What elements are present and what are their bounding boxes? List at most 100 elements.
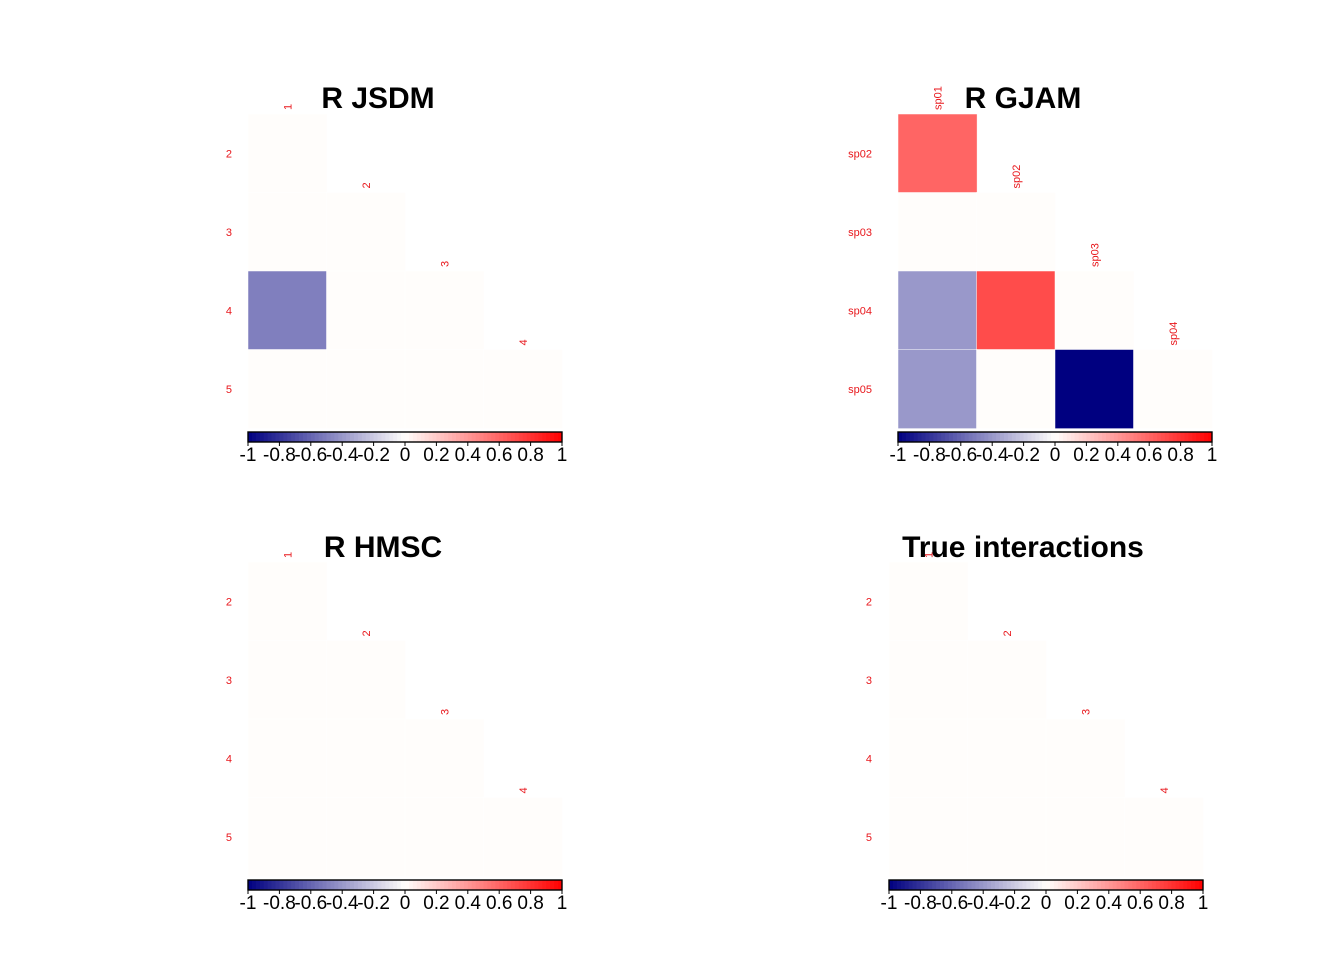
colorbar-segment [487,880,492,890]
colorbar-segment [1179,880,1184,890]
heatmap-cell [326,192,406,272]
colorbar-segment [432,880,437,890]
colorbar-segment [929,432,934,442]
colorbar-segment [322,880,327,890]
row-label: 2 [866,596,872,608]
colorbar-segment [898,432,903,442]
colorbar-segment [393,432,398,442]
colorbar-tick-label: -0.4 [326,445,359,466]
colorbar-segment [452,880,457,890]
colorbar-segment [558,432,563,442]
colorbar-segment [963,880,968,890]
colorbar-segment [491,432,496,442]
colorbar-tick-label: 0 [1041,893,1052,914]
colorbar-segment [357,432,363,442]
colorbar-segment [318,880,323,890]
column-label: 3 [439,709,451,715]
colorbar-segment [1160,432,1166,442]
colorbar-segment [275,432,280,442]
colorbar-segment [279,432,284,442]
colorbar-segment [353,432,359,442]
colorbar-segment [326,880,331,890]
colorbar-segment [507,880,512,890]
colorbar-segment [968,432,973,442]
colorbar-segment [507,432,512,442]
colorbar-segment [1047,432,1052,442]
column-label: 2 [361,630,373,636]
colorbar-segment [1019,432,1024,442]
heatmap-cell [247,718,328,799]
row-label: sp03 [848,227,872,239]
colorbar-tick-label: 0.6 [486,893,512,914]
colorbar-segment [1042,880,1047,890]
colorbar-segment [925,432,930,442]
colorbar-segment [420,432,426,442]
colorbar-segment [459,432,465,442]
colorbar-segment [487,432,492,442]
colorbar-segment [1027,432,1032,442]
colorbar-segment [491,880,496,890]
heatmap-cell [247,561,328,642]
colorbar-tick-label: 1 [1207,445,1218,466]
colorbar-tick-label: -0.4 [976,445,1009,466]
colorbar-segment [283,880,288,890]
colorbar-tick-label: 0 [1050,445,1061,466]
colorbar-segment [1192,432,1197,442]
colorbar-segment [267,432,272,442]
colorbar-segment [538,880,543,890]
colorbar-segment [1081,880,1086,890]
colorbar-segment [1035,432,1040,442]
row-label: sp04 [848,305,872,317]
colorbar-tick-label: 0.8 [1158,893,1184,914]
colorbar-segment [452,432,457,442]
column-label: 2 [1002,630,1014,636]
colorbar-segment [1163,880,1169,890]
colorbar-segment [1057,880,1063,890]
colorbar-tick-label: -1 [881,893,898,914]
colorbar-tick-label: 0.2 [1064,893,1090,914]
colorbar-segment [522,880,528,890]
colorbar-tick-label: 0.4 [1105,445,1132,466]
colorbar-segment [542,880,547,890]
colorbar-segment [1085,880,1090,890]
colorbar-segment [463,432,469,442]
colorbar-segment [1108,880,1114,890]
colorbar-tick-label: 0.2 [423,445,449,466]
colorbar-segment [259,880,265,890]
colorbar-segment [1151,880,1157,890]
colorbar-segment [448,880,453,890]
colorbar-tick-label: -0.2 [1007,445,1040,466]
colorbar-segment [1006,880,1012,890]
heatmap-cell [967,640,1047,720]
heatmap-cell [897,349,978,429]
colorbar-segment [302,432,308,442]
colorbar-tick-label: -0.8 [263,893,296,914]
colorbar-segment [287,432,292,442]
colorbar-segment [248,432,253,442]
colorbar-segment [1196,432,1201,442]
heatmap-cell [404,270,485,351]
colorbar-segment [994,880,1000,890]
heatmap-cell [404,718,485,799]
colorbar-segment [271,432,276,442]
colorbar-tick-label: -0.4 [967,893,1000,914]
column-label: 1 [923,552,935,558]
colorbar-segment [483,880,488,890]
colorbar-segment [1125,432,1130,442]
colorbar-segment [310,880,316,890]
heatmap-cell [1045,718,1126,799]
colorbar-segment [1164,432,1170,442]
colorbar-segment [1070,432,1076,442]
colorbar-segment [1141,432,1146,442]
row-label: 4 [866,753,872,765]
chart-title: R GJAM [965,82,1082,115]
chart-title: R JSDM [321,82,434,115]
colorbar-segment [1188,432,1193,442]
colorbar-segment [369,432,374,442]
colorbar-tick-label: 0.4 [455,893,482,914]
colorbar-segment [255,880,261,890]
colorbar-segment [1195,880,1200,890]
colorbar-segment [1121,432,1127,442]
colorbar-segment [1058,432,1064,442]
